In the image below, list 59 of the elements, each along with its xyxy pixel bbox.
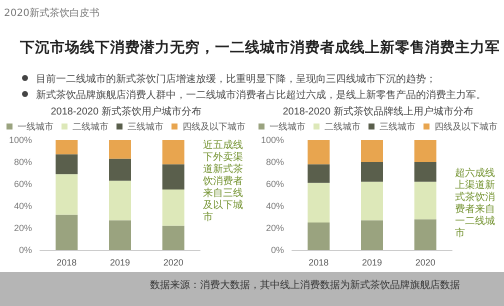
text: 下沉市场线下消费潜力无穷，一二线城市消费者成线上新零售消费主力军 (20, 38, 500, 57)
y-tick-label: 20% (14, 223, 32, 233)
chart-title: 2018-2020 新式茶饮品牌线上用户城市分布 (282, 106, 474, 118)
y-tick-label: 100% (260, 135, 284, 145)
bar (414, 162, 436, 182)
y-tick-label: 80% (14, 157, 32, 167)
bar (361, 162, 383, 182)
legend-label: 三线城市 (128, 122, 164, 132)
bar (109, 158, 131, 181)
x-tick-label: 2018 (308, 258, 329, 268)
bar (56, 140, 78, 154)
bar (56, 174, 78, 215)
bar (56, 214, 78, 250)
legend-label: 二线城市 (324, 122, 360, 132)
x-tick-label: 2020 (415, 258, 436, 268)
legend-label: 一线城市 (270, 122, 306, 132)
y-tick-label: 60% (14, 179, 32, 189)
bar (308, 164, 330, 183)
bar (162, 190, 184, 226)
x-tick-label: 2019 (362, 258, 382, 268)
bar (56, 154, 78, 174)
y-tick-label: 0% (270, 245, 284, 255)
text: 2020新式茶饮白皮书 (4, 6, 100, 20)
bar (361, 220, 383, 250)
bar (414, 182, 436, 220)
bar (361, 140, 383, 162)
y-tick-label: 0% (18, 245, 32, 255)
bar (414, 219, 436, 250)
legend-label: 四线及以下城市 (434, 122, 498, 132)
legend-label: 四线及以下城市 (182, 122, 246, 132)
legend-label: 二线城市 (72, 122, 108, 132)
bar (109, 180, 131, 220)
text: 近五成线下外卖渠道新式茶饮消费者来自三线及以下城市 (203, 140, 244, 224)
legend-label: 三线城市 (380, 122, 416, 132)
bar (308, 182, 330, 222)
x-tick-label: 2020 (163, 258, 184, 268)
text: 新式茶饮品牌旗舰店消费人群中，一二线城市消费者占比超过六成，是线上新零售产品的消费主力军。 (22, 88, 486, 102)
x-tick-label: 2018 (56, 258, 77, 268)
legend-label: 一线城市 (18, 122, 54, 132)
chart-title: 2018-2020 新式茶饮用户城市分布 (50, 106, 202, 118)
source-note: 数据来源：消费大数据，其中线上消费数据为新式茶饮品牌旗舰店数据 (150, 278, 460, 292)
y-tick-label: 40% (14, 201, 32, 211)
bar (109, 140, 131, 159)
bar (414, 140, 436, 162)
bar (162, 140, 184, 164)
text: 超六成线上渠道新式茶饮消费者来自一二线城市 (455, 168, 496, 240)
y-tick-label: 80% (266, 157, 284, 167)
y-tick-label: 20% (266, 223, 284, 233)
bar (308, 222, 330, 250)
x-tick-label: 2019 (110, 258, 130, 268)
bar (308, 140, 330, 164)
y-tick-label: 100% (8, 135, 32, 145)
bar (162, 226, 184, 250)
y-tick-label: 40% (266, 201, 284, 211)
bar (162, 164, 184, 190)
y-tick-label: 60% (266, 179, 284, 189)
text: 目前一二线城市的新式茶饮门店增速放缓，比重明显下降，呈现向三四线城市下沉的趋势； (22, 72, 436, 86)
bar (109, 220, 131, 250)
bar (361, 182, 383, 220)
